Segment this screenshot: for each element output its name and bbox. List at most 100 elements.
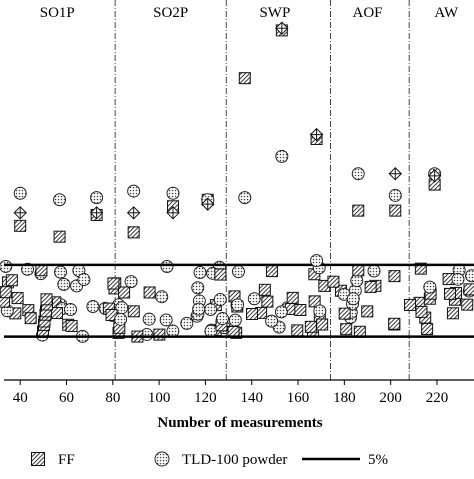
ff-marker <box>246 308 259 321</box>
legend-item: TLD-100 powder <box>154 451 287 468</box>
crossed-diamond-marker <box>13 206 27 220</box>
ff-marker <box>338 307 351 320</box>
ff-marker <box>35 264 48 277</box>
tld-marker <box>77 273 91 287</box>
x-tick-label: 180 <box>333 390 356 406</box>
tld-marker <box>54 265 68 279</box>
ff-marker <box>461 298 474 311</box>
ff-marker <box>421 323 434 336</box>
region-label: SO1P <box>40 5 75 21</box>
crossed-diamond-marker <box>201 197 215 211</box>
x-tick-label: 80 <box>105 390 120 406</box>
crossed-diamond-marker <box>388 167 402 181</box>
crossed-diamond-marker <box>126 206 141 220</box>
tld-marker <box>159 313 173 327</box>
ff-marker <box>40 293 53 306</box>
tld-marker <box>351 167 365 181</box>
tld-marker <box>313 304 327 318</box>
ff-marker <box>463 283 474 296</box>
tld-marker <box>57 277 71 291</box>
tld-marker <box>451 272 465 286</box>
region-label: SWP <box>259 5 290 21</box>
tld-marker <box>166 186 180 200</box>
tld-marker <box>155 290 169 304</box>
tld-marker <box>204 303 218 317</box>
region-label: SO2P <box>153 5 188 21</box>
plot-area: SO1P SO2P SWP AOF AW <box>0 0 474 380</box>
ff-marker <box>316 318 329 331</box>
crossed-diamond-marker <box>309 127 324 142</box>
x-axis-title: Number of measurements <box>157 415 322 431</box>
tld-marker <box>274 305 288 319</box>
crossed-diamond-marker <box>89 206 104 220</box>
x-tick-label: 220 <box>426 390 449 406</box>
tld-marker <box>114 312 128 326</box>
crossed-diamond-marker <box>275 21 289 35</box>
region-label: AW <box>434 5 459 21</box>
tld-marker <box>13 186 27 200</box>
x-tick-label: 60 <box>59 390 74 406</box>
ff-marker <box>31 452 45 466</box>
ff-marker <box>388 317 401 330</box>
ff-marker <box>153 328 166 341</box>
crossed-diamond-marker <box>427 169 442 183</box>
ff-marker <box>14 219 27 232</box>
ff-marker <box>258 283 271 296</box>
x-tick-label: 40 <box>13 390 28 406</box>
ff-marker <box>265 265 278 278</box>
tld-marker <box>0 259 13 273</box>
ff-marker <box>127 226 140 239</box>
legend: FF TLD-100 powder 5% <box>31 451 388 468</box>
tld-marker <box>166 324 180 338</box>
tld-marker <box>310 254 324 268</box>
ff-marker <box>286 291 299 304</box>
legend-label: FF <box>58 452 75 468</box>
tld-marker <box>231 298 245 312</box>
tld-marker <box>53 193 67 207</box>
tld-marker <box>86 300 100 314</box>
ff-marker <box>352 204 365 217</box>
tld-marker <box>127 184 141 198</box>
ff-marker <box>308 295 321 308</box>
ff-marker <box>214 268 227 281</box>
tld-marker <box>160 260 174 274</box>
x-tick-label: 160 <box>287 390 310 406</box>
legend-label: 5% <box>368 452 388 468</box>
ff-marker <box>291 324 304 337</box>
ff-marker <box>107 277 120 290</box>
tld-marker <box>228 313 242 327</box>
x-tick-label: 140 <box>240 390 263 406</box>
ff-marker <box>327 275 340 288</box>
band-cluster <box>0 259 474 343</box>
ff-marker <box>415 305 428 318</box>
ff-marker <box>304 320 317 333</box>
tld-marker <box>231 265 245 279</box>
region-label: AOF <box>352 5 382 21</box>
legend-item: FF <box>31 452 75 468</box>
ff-marker <box>364 280 377 293</box>
tld-marker <box>90 191 104 205</box>
tld-marker <box>124 275 138 289</box>
ff-marker <box>294 304 307 317</box>
tld-marker <box>21 262 35 276</box>
tld-marker <box>265 314 279 328</box>
ff-marker <box>361 305 374 318</box>
ff-marker <box>340 323 353 336</box>
tld-marker <box>142 312 156 326</box>
tld-marker <box>216 312 230 326</box>
x-axis: 40 60 80 100 120 140 160 180 200 220 Number of mea… <box>4 379 474 431</box>
ff-marker <box>24 312 37 325</box>
tld-marker <box>213 293 227 307</box>
ff-marker <box>388 270 401 283</box>
tld-marker <box>388 188 402 202</box>
ff-marker <box>53 230 66 243</box>
tld-marker <box>238 191 252 205</box>
ff-marker <box>143 286 156 299</box>
tld-marker <box>346 292 360 306</box>
tld-marker <box>115 301 129 315</box>
tld-marker <box>64 303 78 317</box>
x-tick-label: 100 <box>148 390 171 406</box>
ff-marker <box>50 307 63 320</box>
